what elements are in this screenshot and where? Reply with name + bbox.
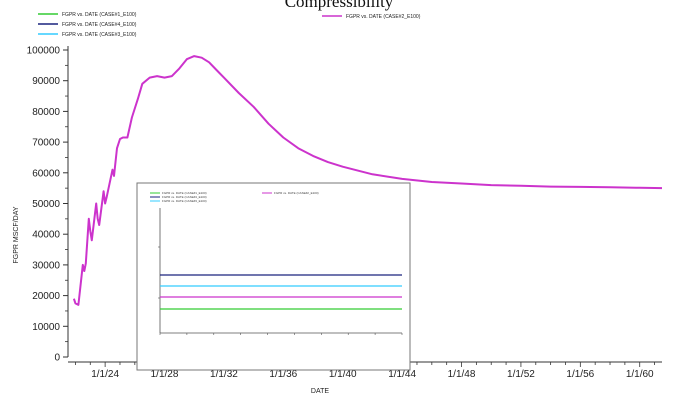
inset-legend-label: FGPR vs. DATE (CASE#3_E100) [162, 199, 207, 203]
legend-item: FGPR vs. DATE (CASE#3_E100) [38, 32, 137, 38]
x-tick-label: 1/1/52 [507, 369, 535, 380]
x-tick-label: 1/1/44 [388, 369, 416, 380]
inset-legend-label: FGPR vs. DATE (CASE#2_E100) [274, 191, 319, 195]
legend-label: FGPR vs. DATE (CASE#2_E100) [346, 14, 421, 20]
inset-chart: FGPR vs. DATE (CASE#1_E100)FGPR vs. DATE… [136, 182, 411, 371]
x-tick-label: 1/1/48 [448, 369, 476, 380]
y-tick-label: 0 [54, 353, 60, 364]
x-tick-label: 1/1/36 [269, 369, 297, 380]
x-tick-label: 1/1/32 [210, 369, 238, 380]
inset-legend-label: FGPR vs. DATE (CASE#1_E100) [162, 191, 207, 195]
y-tick-label: 40000 [32, 230, 60, 241]
series-line [72, 55, 663, 306]
x-tick-label: 1/1/24 [91, 369, 119, 380]
y-tick-label: 60000 [32, 168, 60, 179]
y-axis-title: FGPR MSCF/DAY [13, 206, 20, 263]
legend-item: FGPR vs. DATE (CASE#4_E100) [38, 22, 137, 28]
legend-label: FGPR vs. DATE (CASE#4_E100) [62, 22, 137, 28]
x-tick-label: 1/1/40 [329, 369, 357, 380]
legend-label: FGPR vs. DATE (CASE#1_E100) [62, 12, 137, 18]
x-tick-label: 1/1/56 [566, 369, 594, 380]
y-tick-label: 50000 [32, 199, 60, 210]
plot-lines [72, 55, 663, 306]
legend-item: FGPR vs. DATE (CASE#1_E100) [38, 12, 137, 18]
y-axis: 0 10000 20000 30000 40000 50000 60000 70000 8000… [27, 46, 69, 364]
y-tick-label: 90000 [32, 76, 60, 87]
legend: FGPR vs. DATE (CASE#1_E100) FGPR vs. DATE… [38, 12, 421, 38]
x-tick-label: 1/1/28 [151, 369, 179, 380]
x-axis-title: DATE [311, 388, 329, 395]
legend-label: FGPR vs. DATE (CASE#3_E100) [62, 32, 137, 38]
inset-frame [136, 182, 411, 371]
y-tick-label: 30000 [32, 260, 60, 271]
y-tick-label: 80000 [32, 107, 60, 118]
y-tick-label: 100000 [27, 46, 61, 57]
chart-title: Compressibility [285, 0, 394, 11]
legend-item: FGPR vs. DATE (CASE#2_E100) [322, 14, 421, 20]
y-tick-label: 10000 [32, 322, 60, 333]
y-tick-label: 20000 [32, 291, 60, 302]
x-tick-label: 1/1/60 [626, 369, 654, 380]
y-tick-label: 70000 [32, 138, 60, 149]
inset-legend-label: FGPR vs. DATE (CASE#4_E100) [162, 195, 207, 199]
